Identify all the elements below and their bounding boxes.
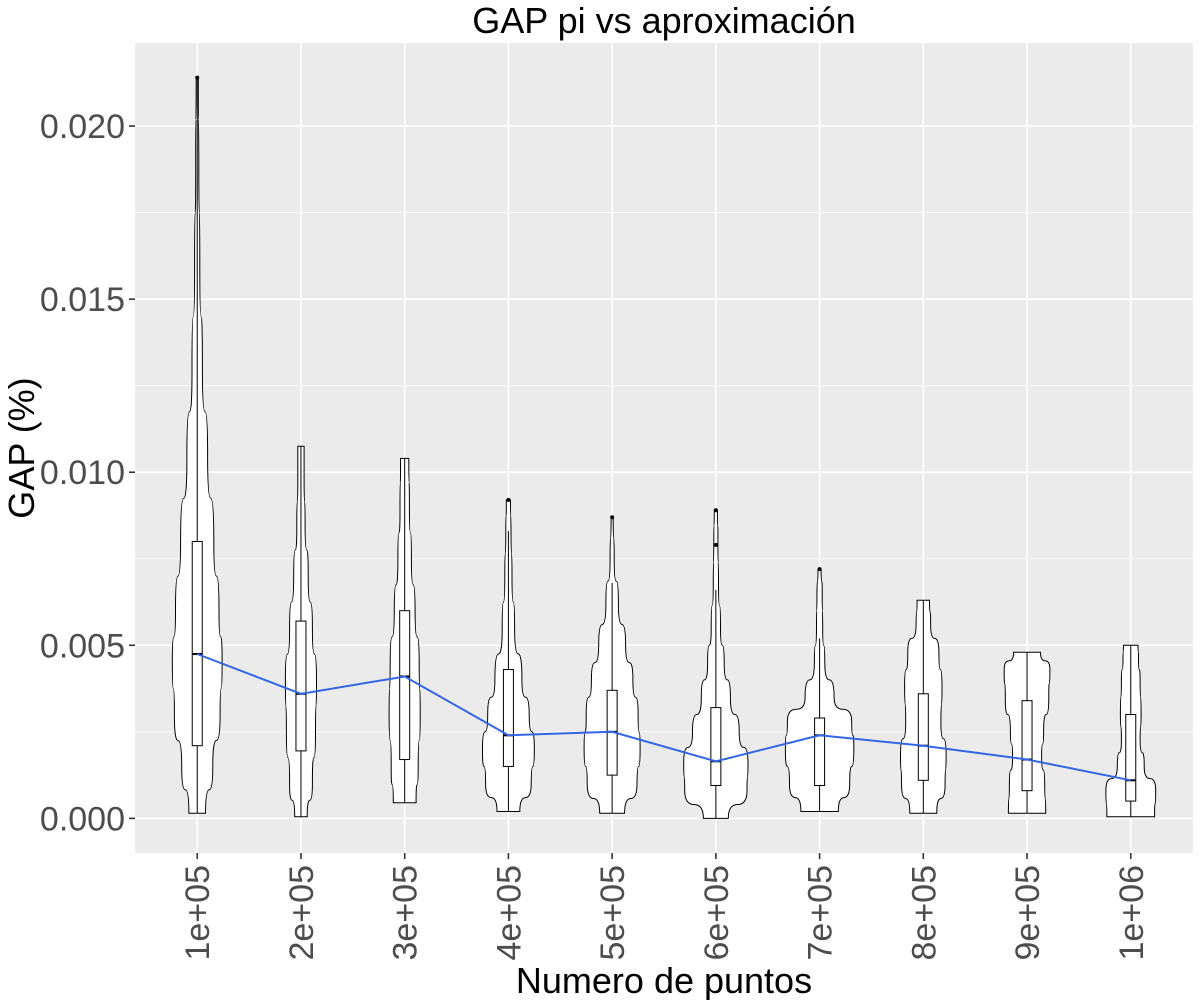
x-tick-label: 1e+06 — [1113, 865, 1151, 961]
outlier-point — [506, 497, 511, 502]
x-tick-label: 5e+05 — [594, 865, 632, 961]
box — [1021, 700, 1033, 792]
x-tick-label: 1e+05 — [179, 865, 217, 961]
x-tick-label: 9e+05 — [1009, 865, 1047, 961]
box — [399, 610, 411, 761]
x-tick-label: 2e+05 — [283, 865, 321, 961]
outlier-point — [713, 542, 718, 547]
box — [917, 693, 929, 781]
box — [814, 717, 826, 786]
chart-title: GAP pi vs aproximación — [472, 0, 856, 41]
box — [191, 540, 203, 747]
box — [295, 620, 307, 752]
plot-panel — [135, 43, 1193, 853]
y-tick-label: 0.005 — [40, 627, 125, 665]
outlier-point — [195, 75, 200, 80]
y-axis-title: GAP (%) — [1, 377, 42, 518]
y-axis: 0.000 0.005 0.010 0.015 0.020 — [40, 108, 135, 838]
y-tick-label: 0.020 — [40, 108, 125, 146]
x-tick-label: 7e+05 — [802, 865, 840, 961]
box — [710, 707, 722, 786]
mean-trend-line — [196, 653, 1131, 782]
x-tick-label: 3e+05 — [387, 865, 425, 961]
box — [502, 669, 514, 767]
outlier-point — [817, 567, 822, 572]
y-tick-label: 0.010 — [40, 454, 125, 492]
y-tick-label: 0.000 — [40, 800, 125, 838]
box — [1125, 714, 1137, 802]
x-tick-label: 8e+05 — [905, 865, 943, 961]
x-axis-title: Numero de puntos — [516, 960, 812, 1000]
x-tick-label: 4e+05 — [490, 865, 528, 961]
outlier-point — [713, 508, 718, 513]
violins — [171, 75, 1157, 819]
outlier-point — [610, 515, 615, 520]
y-tick-label: 0.015 — [40, 281, 125, 319]
x-axis: 1e+05 2e+05 3e+05 4e+05 5e+05 6e+05 7e+05 8e+05… — [179, 853, 1151, 961]
x-tick-label: 6e+05 — [698, 865, 736, 961]
